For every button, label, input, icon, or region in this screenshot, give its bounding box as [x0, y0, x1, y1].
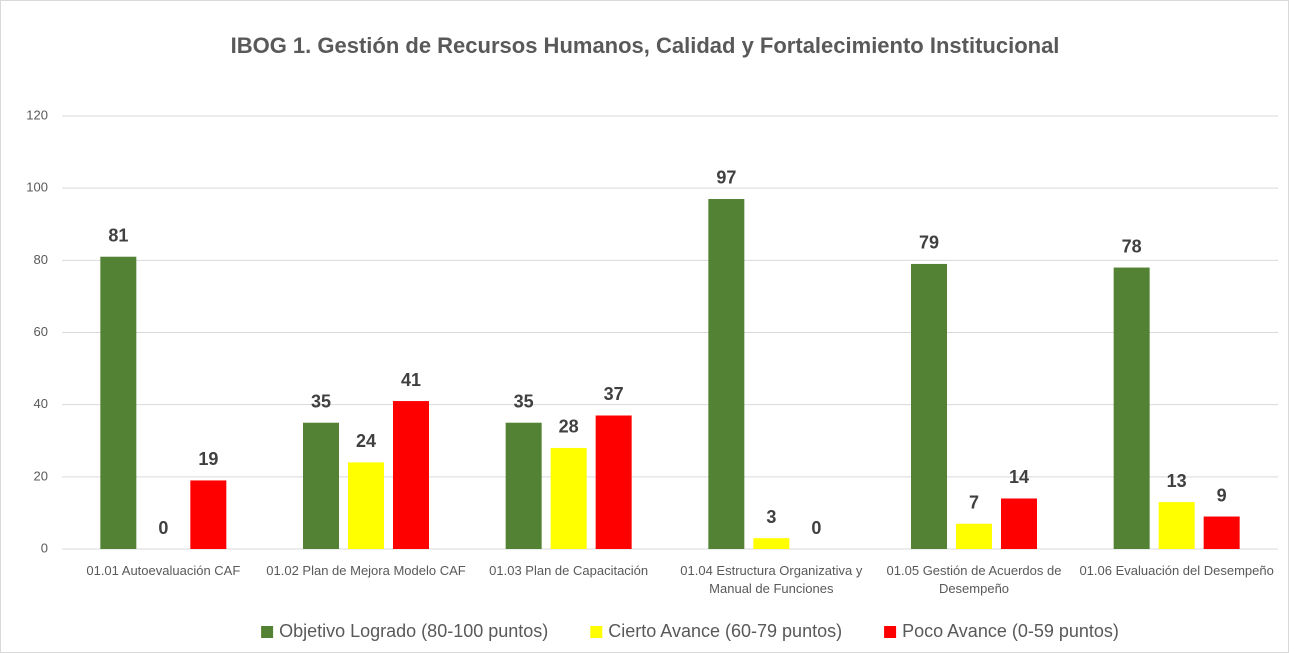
bar [303, 422, 339, 549]
data-label: 9 [1217, 485, 1227, 505]
data-label: 78 [1122, 236, 1142, 256]
legend-swatch [590, 626, 603, 638]
x-tick-label: 01.05 Gestión de Acuerdos de Desempeño [886, 563, 1062, 596]
y-tick-label: 40 [34, 396, 48, 411]
bar [505, 422, 542, 549]
bar [911, 263, 947, 549]
x-tick-label: 01.03 Plan de Capacitación [489, 563, 649, 578]
bar [708, 198, 745, 549]
data-label: 28 [559, 417, 579, 437]
legend-label: Cierto Avance (60-79 puntos) [608, 621, 842, 641]
bar [1113, 267, 1150, 549]
bar [190, 480, 227, 549]
x-tick-label: 01.04 Estructura Organizativa y Manual d… [680, 563, 863, 596]
data-label: 35 [514, 391, 534, 411]
data-label: 35 [311, 391, 331, 411]
data-label: 14 [1009, 467, 1029, 487]
data-label: 7 [969, 492, 979, 512]
y-tick-label: 20 [34, 468, 48, 483]
x-tick-label: 01.06 Evaluación del Desempeño [1079, 563, 1274, 578]
chart-title: IBOG 1. Gestión de Recursos Humanos, Cal… [231, 33, 1060, 58]
bar [348, 462, 384, 549]
bar [100, 256, 137, 549]
bar [956, 523, 992, 549]
data-label: 41 [401, 370, 421, 390]
data-label: 24 [356, 431, 376, 451]
y-tick-label: 0 [41, 540, 48, 555]
y-tick-label: 60 [34, 324, 48, 339]
data-label: 79 [919, 233, 939, 253]
x-tick-label: 01.02 Plan de Mejora Modelo CAF [266, 563, 466, 578]
data-label: 0 [158, 518, 168, 538]
y-tick-label: 80 [34, 252, 48, 267]
bar [1158, 502, 1195, 549]
legend-label: Objetivo Logrado (80-100 puntos) [279, 621, 548, 641]
bar [595, 415, 632, 549]
legend-swatch [884, 626, 897, 638]
data-label: 81 [108, 225, 128, 245]
bar [393, 401, 429, 549]
data-label: 13 [1167, 471, 1187, 491]
bar [550, 447, 587, 549]
x-tick-label: 01.01 Autoevaluación CAF [86, 563, 241, 578]
data-label: 37 [604, 384, 624, 404]
y-tick-label: 120 [26, 107, 48, 122]
data-label: 0 [811, 518, 821, 538]
legend-label: Poco Avance (0-59 puntos) [902, 621, 1119, 641]
data-label: 3 [766, 507, 776, 527]
legend-swatch [261, 626, 274, 638]
y-tick-label: 100 [26, 180, 48, 195]
data-label: 97 [716, 168, 736, 188]
bar [1203, 516, 1240, 549]
bar [1001, 498, 1037, 549]
bar [753, 538, 790, 549]
data-label: 19 [198, 449, 218, 469]
